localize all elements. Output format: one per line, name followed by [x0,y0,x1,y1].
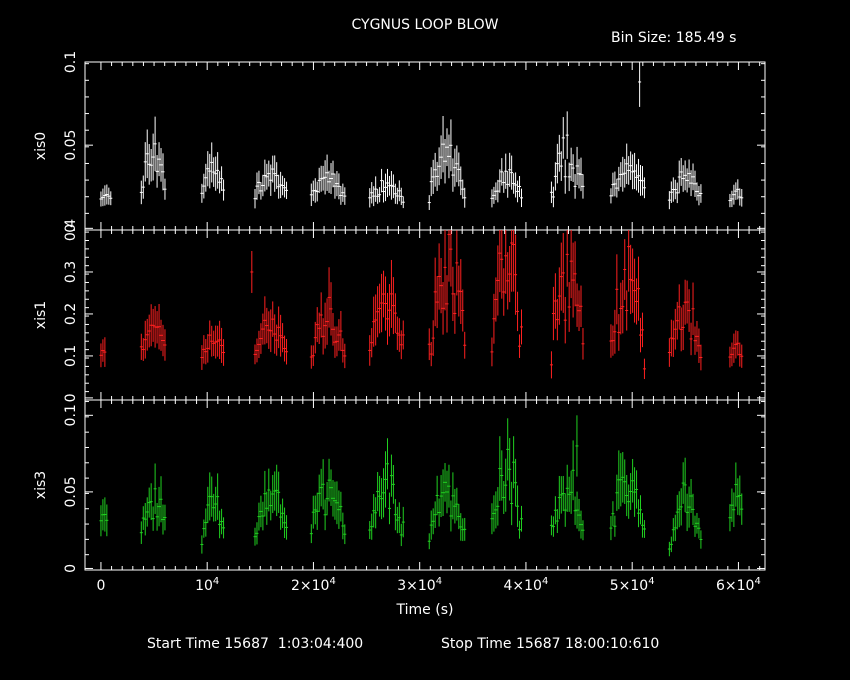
x-tick-label: 5×104 [610,576,655,594]
y-tick-label-xis1: 0.2 [63,303,79,325]
y-tick-label-xis1: 0.4 [63,219,79,241]
y-tick-label-xis0: 0.1 [63,51,79,73]
chart-title: CYGNUS LOOP BLOW [351,17,499,33]
y-tick-label-xis3: 0 [63,564,79,573]
y-axis-label-xis3: xis3 [33,471,49,499]
y-tick-label-xis0: 0.05 [63,130,79,161]
start-time-label: Start Time 15687 1:03:04:400 [147,636,364,652]
y-tick-label-xis1: 0.1 [63,345,79,367]
panel-frame-xis3 [84,399,766,571]
y-tick-label-xis3: 0.05 [63,476,79,507]
y-axis-label-xis0: xis0 [33,132,49,160]
x-tick-label: 3×104 [397,576,442,594]
y-axis-label-xis1: xis1 [33,301,49,329]
panel-frame-xis0 [84,61,766,231]
y-tick-label-xis0: 0 [63,224,79,233]
y-tick-label-xis1: 0 [63,393,79,402]
x-tick-label: 0 [96,578,105,594]
x-axis-label: Time (s) [396,602,454,618]
x-tick-label: 2×104 [291,576,336,594]
y-tick-label-xis3: 0.1 [63,404,79,426]
x-tick-label: 104 [195,576,219,594]
y-tick-label-xis1: 0.3 [63,261,79,283]
x-tick-label: 6×104 [716,576,761,594]
bin-size-label: Bin Size: 185.49 s [611,30,737,46]
x-tick-label: 4×104 [504,576,549,594]
stop-time-label: Stop Time 15687 18:00:10:610 [441,636,660,652]
panel-frame-xis1 [84,229,766,401]
